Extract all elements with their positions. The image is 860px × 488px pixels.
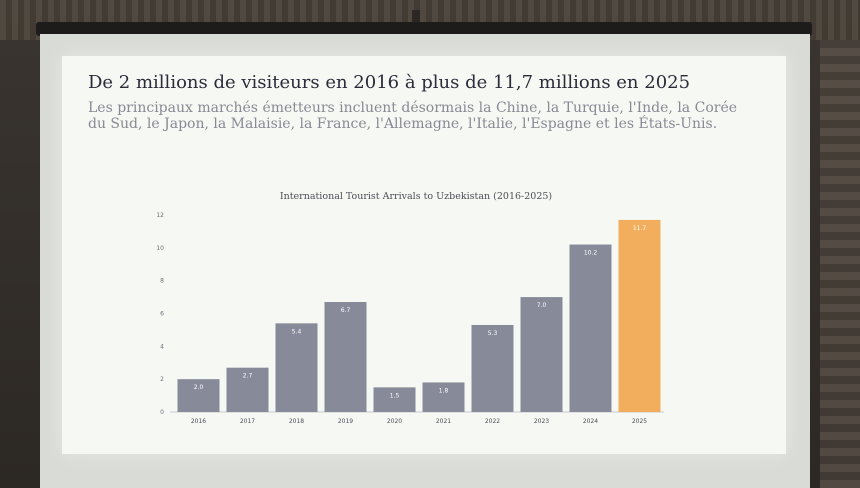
bar-chart: International Tourist Arrivals to Uzbeki… <box>156 191 664 425</box>
slide-title: De 2 millions de visiteurs en 2016 à plu… <box>88 72 691 93</box>
x-tick-label-2024: 2024 <box>583 418 598 425</box>
x-tick-label-2020: 2020 <box>387 418 402 425</box>
bar-2025 <box>618 219 661 412</box>
y-tick-label: 12 <box>156 212 164 219</box>
y-tick-label: 10 <box>156 245 164 252</box>
y-tick-label: 8 <box>160 278 164 285</box>
slide-subtitle: Les principaux marchés émetteurs incluen… <box>88 100 738 132</box>
y-tick-label: 6 <box>160 311 164 318</box>
bar-2021 <box>422 382 465 412</box>
data-label-2024: 10.2 <box>584 250 598 257</box>
presentation-slide: De 2 millions de visiteurs en 2016 à plu… <box>62 56 786 454</box>
x-tick-label-2021: 2021 <box>436 418 451 425</box>
projector-screen-housing <box>36 22 812 36</box>
bar-2018 <box>275 323 318 412</box>
y-tick-label: 2 <box>160 376 164 383</box>
bar-2019 <box>324 302 367 412</box>
screen-mount <box>412 10 420 26</box>
bar-2024 <box>569 244 612 412</box>
bar-2017 <box>226 367 269 412</box>
data-label-2019: 6.7 <box>341 307 351 314</box>
y-tick-label: 0 <box>160 409 164 416</box>
x-tick-label-2017: 2017 <box>240 418 255 425</box>
wall-background-right <box>820 40 860 488</box>
data-label-2020: 1.5 <box>390 392 400 399</box>
data-label-2016: 2.0 <box>194 384 204 391</box>
data-label-2025: 11.7 <box>633 225 647 232</box>
data-label-2018: 5.4 <box>292 328 302 335</box>
data-label-2021: 1.8 <box>439 387 449 394</box>
chart-plot-area: 0 2 4 6 8 10 12 2.0 2016 2.7 2017 5.4 2018 6.7 2019 1.5… <box>156 212 664 425</box>
y-tick-label: 4 <box>160 343 164 350</box>
x-tick-label-2025: 2025 <box>632 418 647 425</box>
chart-title: International Tourist Arrivals to Uzbeki… <box>280 191 552 202</box>
data-label-2017: 2.7 <box>243 373 253 380</box>
x-tick-label-2016: 2016 <box>191 418 206 425</box>
bar-2016 <box>177 379 220 412</box>
x-tick-label-2019: 2019 <box>338 418 353 425</box>
bar-2023 <box>520 297 563 412</box>
data-label-2022: 5.3 <box>488 330 498 337</box>
x-tick-label-2022: 2022 <box>485 418 500 425</box>
data-label-2023: 7.0 <box>537 302 547 309</box>
bar-2020 <box>373 387 416 412</box>
x-tick-label-2023: 2023 <box>534 418 549 425</box>
x-tick-label-2018: 2018 <box>289 418 304 425</box>
bar-2022 <box>471 324 514 412</box>
